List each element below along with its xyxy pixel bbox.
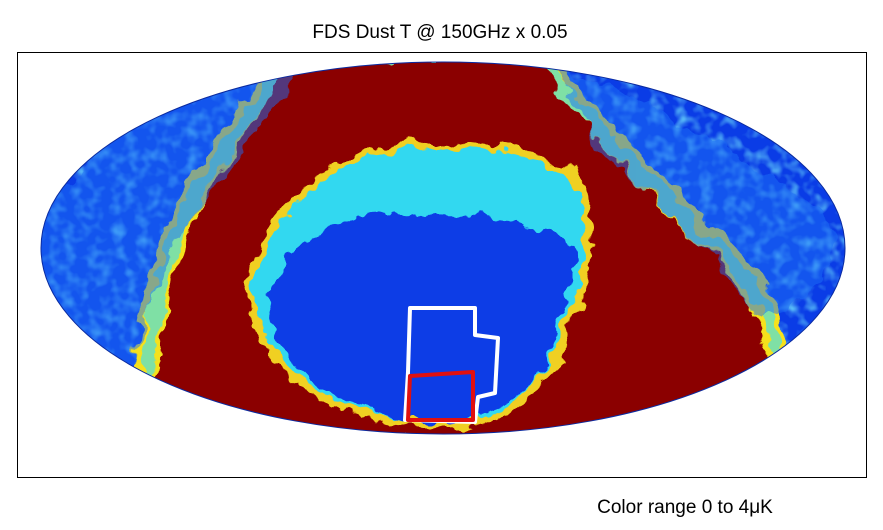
survey-outline (403, 306, 500, 424)
title: FDS Dust T @ 150GHz x 0.05 (312, 22, 567, 43)
caption: Color range 0 to 4μK (597, 497, 773, 518)
sky-edge (40, 61, 846, 435)
frame (17, 52, 867, 478)
sky-map (41, 62, 845, 434)
field-outline (406, 370, 475, 422)
